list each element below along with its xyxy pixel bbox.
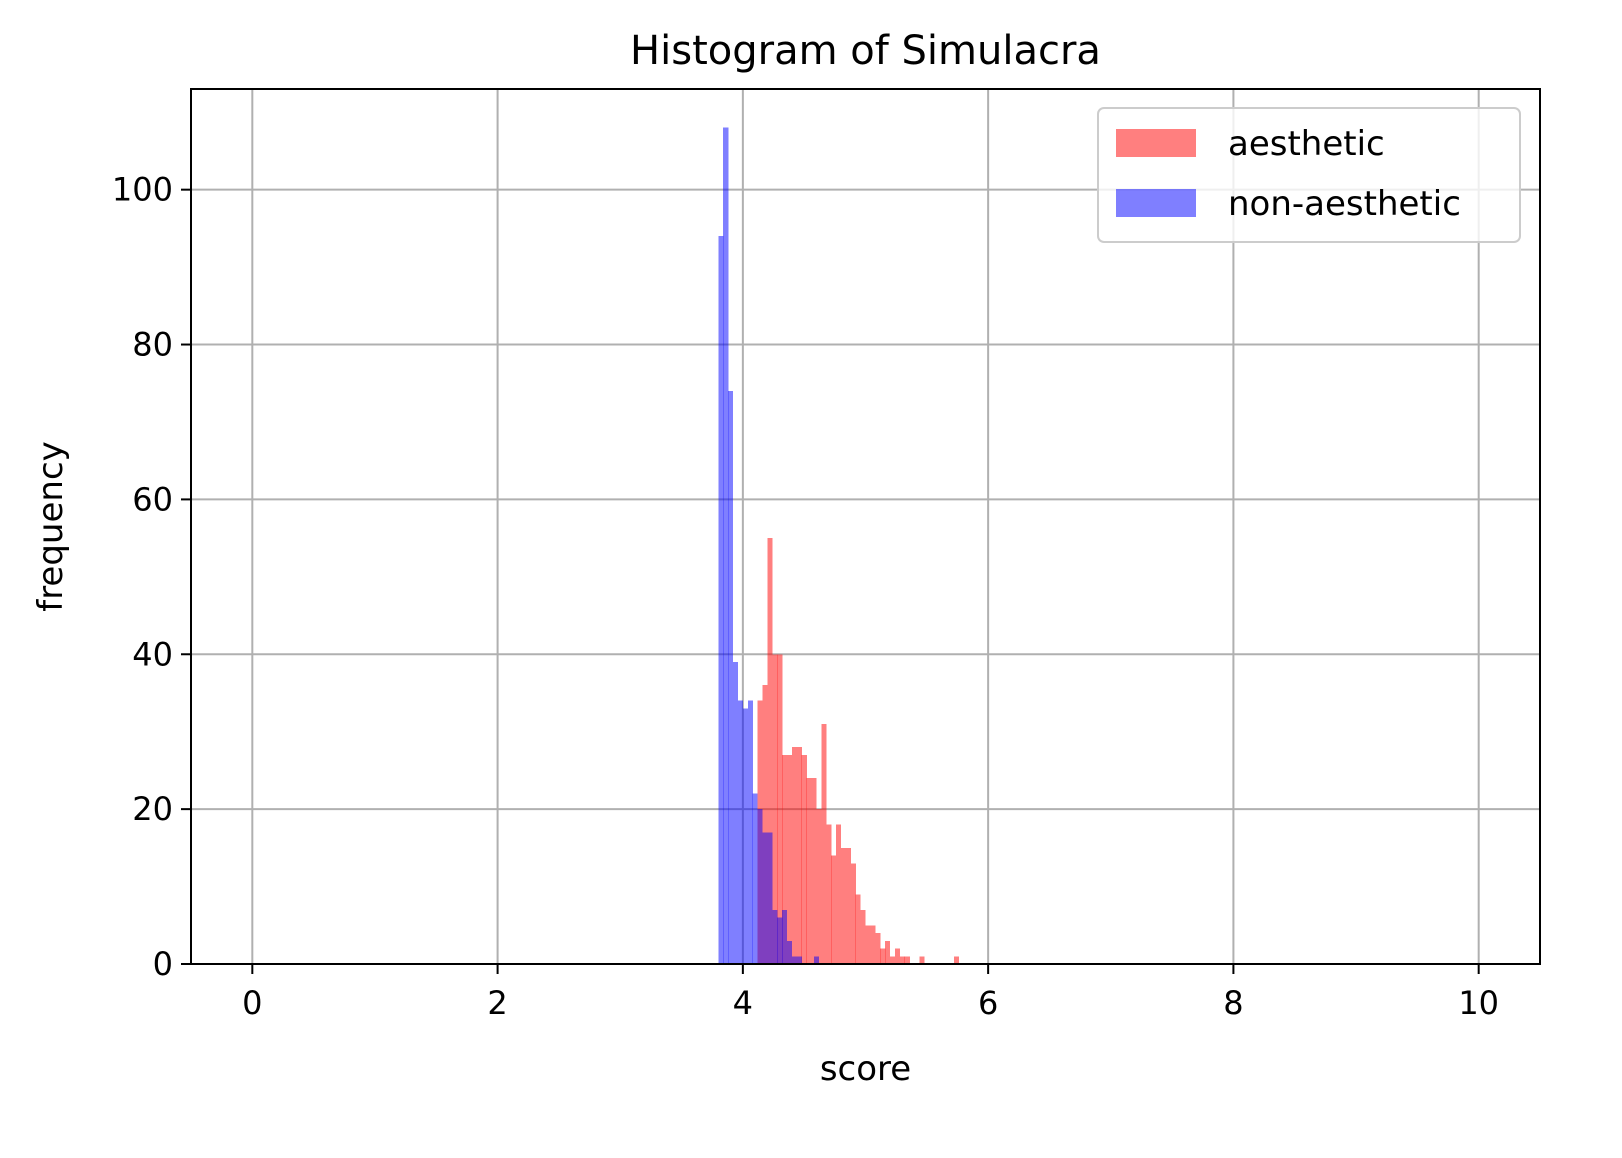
histogram-bars [718, 127, 959, 965]
x-tick-label-2: 2 [487, 984, 507, 1022]
legend: aesthetic non-aesthetic [1097, 107, 1521, 243]
bar-non-aesthetic-2 [728, 390, 734, 964]
bar-aesthetic-5 [782, 754, 788, 964]
x-tick-label-10: 10 [1458, 984, 1499, 1022]
bar-aesthetic-21 [860, 909, 866, 964]
bar-non-aesthetic-12 [777, 917, 783, 964]
bar-non-aesthetic-9 [762, 832, 768, 964]
bar-aesthetic-17 [840, 847, 847, 964]
bar-aesthetic-34 [953, 956, 959, 964]
legend-label-non-aesthetic: non-aesthetic [1228, 184, 1461, 224]
bar-aesthetic-20 [855, 894, 861, 964]
bar-aesthetic-23 [870, 925, 876, 964]
bar-aesthetic-4 [777, 654, 783, 964]
bar-aesthetic-8 [796, 747, 802, 964]
bar-aesthetic-26 [885, 940, 891, 964]
x-tick-label-6: 6 [978, 984, 998, 1022]
bar-aesthetic-10 [806, 778, 812, 964]
y-tick-label-0: 0 [153, 945, 173, 983]
bar-aesthetic-13 [821, 723, 827, 964]
bar-non-aesthetic-6 [747, 700, 753, 964]
bar-aesthetic-28 [894, 948, 900, 964]
bar-non-aesthetic-16 [796, 956, 802, 964]
y-tick-label-80: 80 [132, 326, 173, 364]
x-axis-label: score [820, 1049, 911, 1089]
y-tick-label-60: 60 [132, 480, 173, 518]
bar-non-aesthetic-8 [757, 809, 763, 964]
bar-aesthetic-7 [791, 747, 797, 964]
grid-lines [191, 89, 1540, 965]
bar-non-aesthetic-15 [791, 956, 797, 964]
bar-non-aesthetic-3 [733, 662, 739, 964]
bar-aesthetic-3 [772, 654, 778, 964]
chart-title: Histogram of Simulacra [630, 28, 1101, 74]
bar-aesthetic-33 [919, 956, 925, 964]
bar-aesthetic-6 [787, 754, 793, 964]
bar-non-aesthetic-10 [767, 832, 773, 964]
bar-non-aesthetic-0 [718, 236, 724, 964]
y-axis-label: frequency [31, 441, 71, 612]
bar-aesthetic-27 [890, 956, 896, 964]
bar-aesthetic-14 [826, 824, 832, 964]
legend-box [1097, 107, 1521, 243]
y-tick-label-20: 20 [132, 790, 173, 828]
bar-non-aesthetic-1 [723, 127, 729, 965]
bar-aesthetic-1 [762, 685, 768, 964]
bar-aesthetic-22 [865, 925, 871, 964]
x-tick-label-8: 8 [1223, 984, 1243, 1022]
legend-label-aesthetic: aesthetic [1228, 124, 1385, 164]
legend-swatch-non-aesthetic [1116, 189, 1196, 217]
y-tick-label-40: 40 [132, 635, 173, 673]
bar-non-aesthetic-14 [787, 940, 793, 964]
y-tick-label-100: 100 [112, 171, 173, 209]
bar-aesthetic-25 [880, 948, 886, 964]
bar-non-aesthetic-4 [737, 700, 744, 964]
bar-aesthetic-16 [836, 824, 842, 964]
bar-aesthetic-24 [875, 933, 881, 964]
bar-non-aesthetic-7 [752, 793, 758, 964]
bar-aesthetic-11 [811, 778, 817, 964]
bar-aesthetic-12 [816, 809, 822, 964]
bar-non-aesthetic-5 [742, 708, 748, 964]
bar-aesthetic-30 [904, 956, 910, 964]
plot-frame [190, 88, 1541, 965]
bar-aesthetic-9 [801, 754, 807, 964]
legend-swatch-aesthetic [1116, 129, 1196, 157]
bar-aesthetic-18 [845, 847, 851, 964]
bar-non-aesthetic-11 [772, 909, 778, 964]
bar-aesthetic-29 [899, 956, 905, 964]
bar-aesthetic-2 [767, 538, 773, 964]
bar-non-aesthetic-13 [782, 909, 788, 964]
bar-aesthetic-15 [831, 855, 837, 964]
bar-aesthetic-19 [850, 863, 856, 964]
x-tick-label-4: 4 [733, 984, 753, 1022]
x-tick-label-0: 0 [242, 984, 262, 1022]
bar-non-aesthetic-17 [813, 956, 820, 964]
